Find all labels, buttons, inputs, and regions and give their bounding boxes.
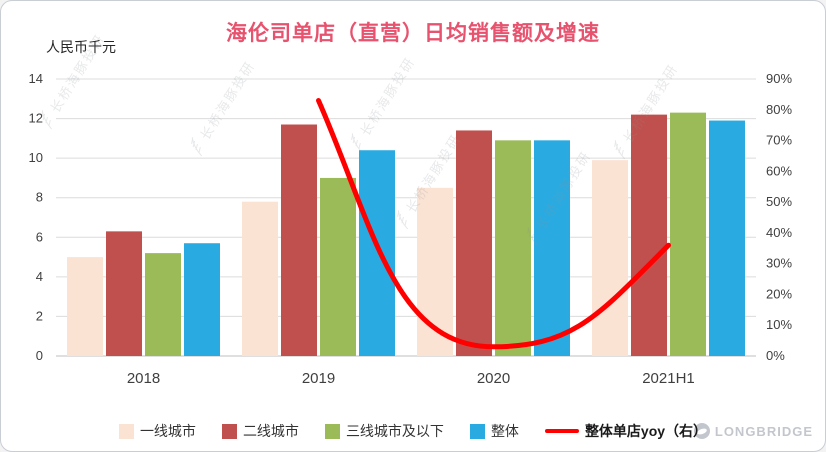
legend-item-tier3: 三线城市及以下 [324,421,444,441]
legend-swatch-tier2 [221,423,237,439]
chart-legend: 一线城市 二线城市 三线城市及以下 整体 整体单店yoy（右） [1,421,825,441]
legend-line-swatch-yoy [544,429,579,433]
bar-overall [709,120,745,356]
legend-item-yoy: 整体单店yoy（右） [544,421,708,441]
bar-tier2 [631,114,667,356]
bar-tier1 [592,160,628,356]
legend-item-tier2: 二线城市 [221,421,299,441]
right-axis-tick-label: 80% [766,102,792,117]
longbridge-logo: LONGBRIDGE [693,423,813,439]
bar-tier3 [145,253,181,356]
right-axis-tick-label: 0% [766,348,785,363]
chart-title: 海伦司单店（直营）日均销售额及增速 [226,22,600,45]
legend-label-overall: 整体 [490,423,519,439]
right-axis-tick-label: 70% [766,133,792,148]
category-label: 2018 [127,370,160,387]
left-axis-tick-label: 0 [36,348,43,363]
category-label: 2021H1 [642,370,695,387]
bar-tier2 [281,124,317,356]
legend-label-yoy: 整体单店yoy（右） [584,423,708,439]
longbridge-text: LONGBRIDGE [714,423,813,439]
legend-swatch-tier3 [324,423,340,439]
longbridge-icon [693,423,710,439]
bar-tier2 [106,231,142,356]
bar-tier3 [495,140,531,356]
left-axis-tick-label: 8 [36,190,43,205]
legend-label-tier1: 一线城市 [139,423,196,439]
bar-tier2 [456,130,492,356]
category-label: 2019 [302,370,335,387]
legend-item-overall: 整体 [469,421,519,441]
right-axis-tick-label: 30% [766,256,792,271]
left-axis-tick-label: 12 [29,111,43,126]
right-axis-tick-label: 20% [766,286,792,301]
bar-overall [359,150,395,356]
left-axis-tick-label: 6 [36,229,43,244]
legend-item-tier1: 一线城市 [118,421,196,441]
right-axis-tick-label: 40% [766,225,792,240]
right-axis-tick-label: 90% [766,71,792,86]
right-axis-tick-label: 50% [766,194,792,209]
bar-tier3 [670,112,706,356]
bar-tier1 [242,201,278,356]
legend-swatch-tier1 [118,423,134,439]
bar-overall [534,140,570,356]
left-axis-tick-label: 10 [29,150,43,165]
legend-label-tier2: 二线城市 [242,423,299,439]
bar-tier3 [320,177,356,356]
legend-swatch-overall [469,423,485,439]
category-label: 2020 [477,370,510,387]
bar-overall [184,243,220,356]
left-axis-unit-label: 人民币千元 [46,39,116,55]
right-axis-tick-label: 60% [766,163,792,178]
right-axis-tick-label: 10% [766,317,792,332]
left-axis-tick-label: 14 [29,71,43,86]
legend-label-tier3: 三线城市及以下 [345,423,444,439]
left-axis-tick-label: 4 [36,269,43,284]
bar-tier1 [67,257,103,356]
yoy-line [316,98,671,350]
left-axis-tick-label: 2 [36,308,43,323]
